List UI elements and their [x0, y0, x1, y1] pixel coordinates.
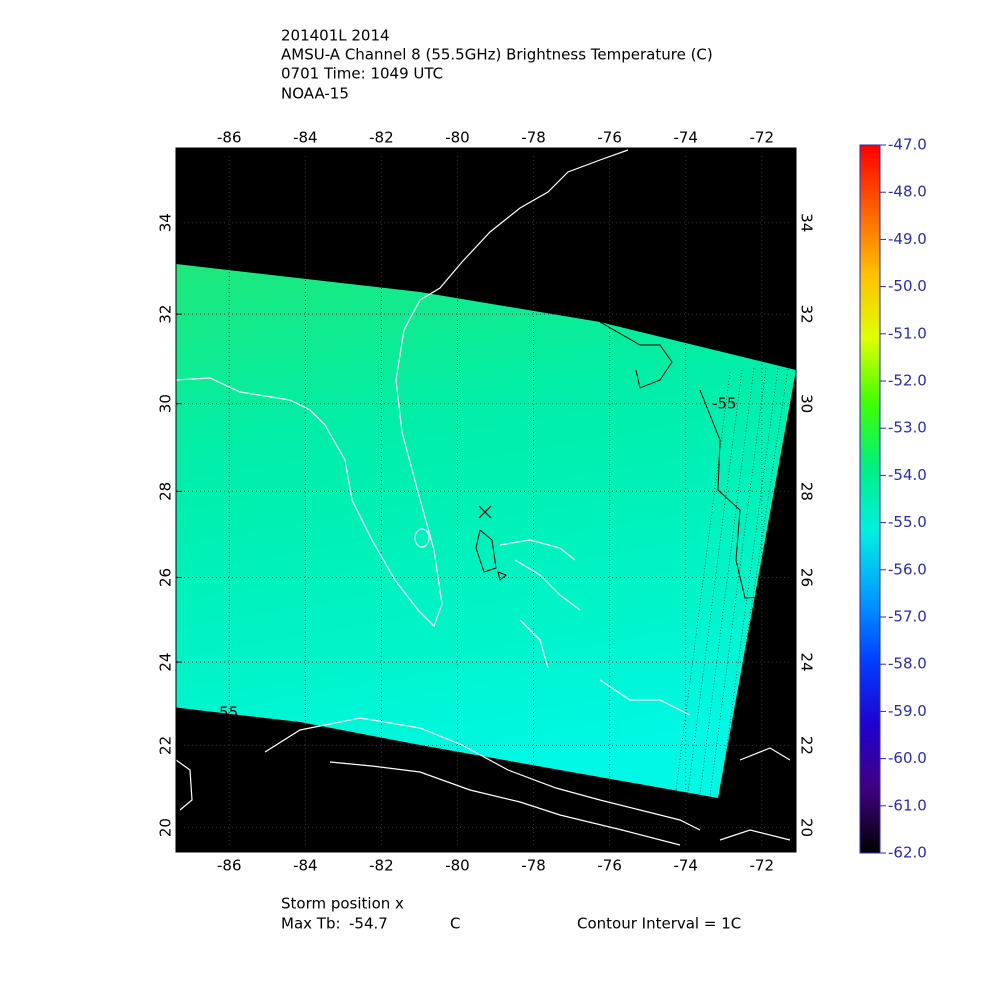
footer-text: Contour Interval = 1C [577, 915, 741, 933]
y-tick-label: 20 [798, 818, 816, 837]
contour [599, 321, 673, 389]
footer-text: Max Tb: [281, 915, 341, 933]
contour [475, 529, 497, 573]
coastline [329, 761, 681, 846]
colorbar-label: -52.0 [888, 372, 927, 390]
colorbar-label: -47.0 [888, 136, 927, 154]
contours: -55 -55 [175, 321, 791, 731]
colorbar-label: -58.0 [888, 655, 927, 673]
x-tick-label: -86 [217, 129, 242, 147]
x-tick-label: -76 [597, 129, 622, 147]
colorbar-label: -61.0 [888, 796, 927, 814]
y-tick-label: 24 [798, 653, 816, 672]
swath [176, 264, 796, 798]
colorbar-label: -51.0 [888, 324, 927, 342]
colorbar: -47.0 -48.0 -49.0 -50.0 -51.0 -52.0 -53.0 -54.0… [859, 136, 927, 862]
axis-ticks: -86 -86 -84 -84 -82 -82 -80 -80 -78 -78 -76 -76 -74 -… [157, 129, 816, 875]
y-tick-label: 34 [798, 213, 816, 232]
coastlines [175, 149, 791, 846]
y-tick-label: 32 [157, 305, 175, 324]
y-tick-label: 28 [798, 482, 816, 501]
title-block: 201401L 2014 AMSU-A Channel 8 (55.5GHz) … [281, 27, 713, 103]
storm-marker [478, 505, 492, 519]
x-tick-label: -78 [521, 129, 546, 147]
y-tick-label: 28 [157, 482, 175, 501]
colorbar-label: -57.0 [888, 608, 927, 626]
y-tick-label: 26 [157, 568, 175, 587]
contour-label: -55 [214, 704, 239, 722]
coastline [739, 747, 791, 761]
colorbar-label: -53.0 [888, 419, 927, 437]
contour [175, 707, 291, 731]
title-line: 201401L 2014 [281, 27, 390, 45]
colorbar-label: -60.0 [888, 749, 927, 767]
grid [176, 148, 796, 852]
colorbar-label: -56.0 [888, 560, 927, 578]
coastline [175, 149, 629, 628]
title-line: 0701 Time: 1049 UTC [281, 65, 443, 83]
x-tick-label: -72 [750, 129, 775, 147]
y-tick-label: 20 [157, 818, 175, 837]
footer-text: Storm position x [281, 895, 404, 913]
colorbar-label: -59.0 [888, 702, 927, 720]
title-line: NOAA-15 [281, 85, 349, 103]
y-tick-label: 30 [157, 394, 175, 413]
coastline [499, 539, 576, 561]
y-tick-label: 30 [798, 394, 816, 413]
colorbar-label: -54.0 [888, 466, 927, 484]
contour [699, 389, 791, 599]
x-tick-label: -74 [673, 129, 698, 147]
colorbar-bar [859, 144, 881, 854]
colorbar-label: -48.0 [888, 183, 927, 201]
coastline [719, 829, 791, 841]
coastline [519, 619, 549, 669]
coastline [175, 759, 193, 811]
coastline [599, 679, 691, 716]
y-tick-label: 22 [798, 736, 816, 755]
contour [497, 571, 507, 581]
x-tick-label: -74 [673, 857, 698, 875]
colorbar-label: -55.0 [888, 513, 927, 531]
x-tick-label: -86 [217, 857, 242, 875]
y-tick-label: 32 [798, 305, 816, 324]
scan-lines [675, 367, 789, 798]
y-tick-label: 22 [157, 736, 175, 755]
footer: Storm position x Max Tb: -54.7 C Contour… [281, 895, 741, 933]
x-tick-label: -84 [293, 857, 318, 875]
x-tick-label: -82 [369, 129, 394, 147]
footer-text: C [450, 915, 460, 933]
x-tick-label: -72 [750, 857, 775, 875]
footer-text: -54.7 [349, 915, 388, 933]
x-tick-label: -84 [293, 129, 318, 147]
colorbar-label: -50.0 [888, 277, 927, 295]
x-tick-label: -76 [597, 857, 622, 875]
x-tick-label: -82 [369, 857, 394, 875]
y-tick-label: 34 [157, 213, 175, 232]
lake [414, 528, 430, 548]
map-frame [175, 147, 797, 853]
y-tick-label: 24 [157, 653, 175, 672]
colorbar-label: -49.0 [888, 230, 927, 248]
coastline [264, 717, 701, 831]
y-tick-label: 26 [798, 568, 816, 587]
x-tick-label: -78 [521, 857, 546, 875]
coastline [514, 559, 581, 611]
title-line: AMSU-A Channel 8 (55.5GHz) Brightness Te… [281, 46, 713, 64]
colorbar-label: -62.0 [888, 844, 927, 862]
x-tick-label: -80 [445, 129, 470, 147]
x-tick-label: -80 [445, 857, 470, 875]
contour-label: -55 [712, 395, 737, 413]
